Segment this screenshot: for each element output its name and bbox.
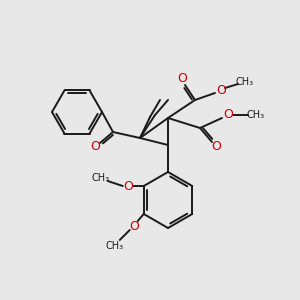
Text: O: O bbox=[216, 83, 226, 97]
Text: O: O bbox=[129, 220, 139, 232]
Text: CH₃: CH₃ bbox=[247, 110, 265, 120]
Text: O: O bbox=[223, 109, 233, 122]
Text: CH₃: CH₃ bbox=[92, 173, 110, 183]
Text: CH₃: CH₃ bbox=[106, 241, 124, 251]
Text: O: O bbox=[123, 179, 133, 193]
Text: O: O bbox=[211, 140, 221, 154]
Text: CH₃: CH₃ bbox=[236, 77, 254, 87]
Text: O: O bbox=[90, 140, 100, 154]
Text: O: O bbox=[177, 73, 187, 85]
